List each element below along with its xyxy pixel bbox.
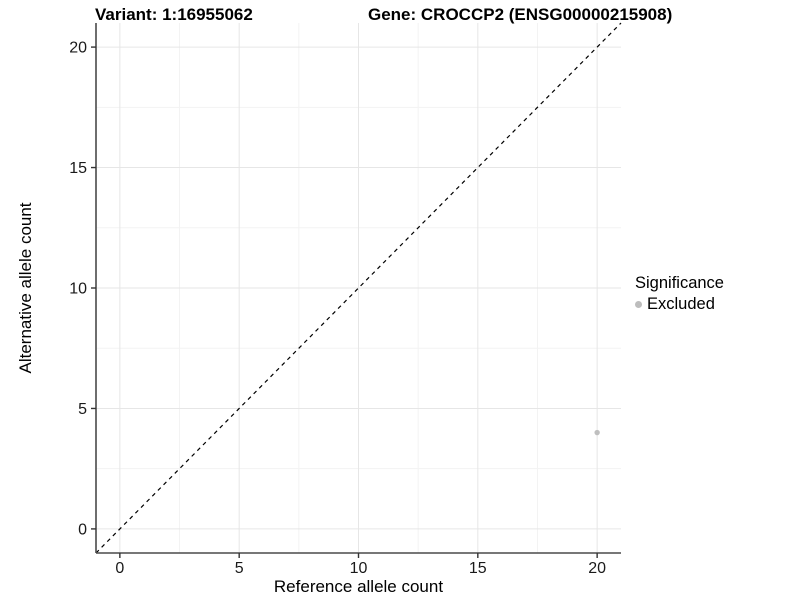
x-tick-label: 0 — [115, 560, 124, 577]
y-tick-label: 15 — [69, 160, 87, 177]
x-tick-label: 5 — [235, 560, 244, 577]
x-tick-label: 10 — [350, 560, 368, 577]
y-tick-label: 5 — [78, 401, 87, 418]
x-tick-label: 15 — [469, 560, 487, 577]
legend-title: Significance — [635, 274, 724, 292]
x-axis-title: Reference allele count — [274, 577, 443, 596]
legend-item-label: Excluded — [647, 295, 715, 313]
plot-title-variant: Variant: 1:16955062 — [95, 5, 253, 24]
y-tick-label: 10 — [69, 281, 87, 298]
plot-title-gene: Gene: CROCCP2 (ENSG00000215908) — [368, 5, 673, 24]
y-tick-label: 0 — [78, 521, 87, 538]
y-tick-label: 20 — [69, 40, 87, 57]
legend-point-icon — [635, 300, 642, 308]
data-point — [594, 429, 600, 436]
legend-item-excluded: Excluded — [635, 294, 724, 314]
x-tick-label: 20 — [588, 560, 606, 577]
y-axis-title: Alternative allele count — [16, 202, 35, 373]
legend: Significance Excluded — [635, 273, 724, 314]
